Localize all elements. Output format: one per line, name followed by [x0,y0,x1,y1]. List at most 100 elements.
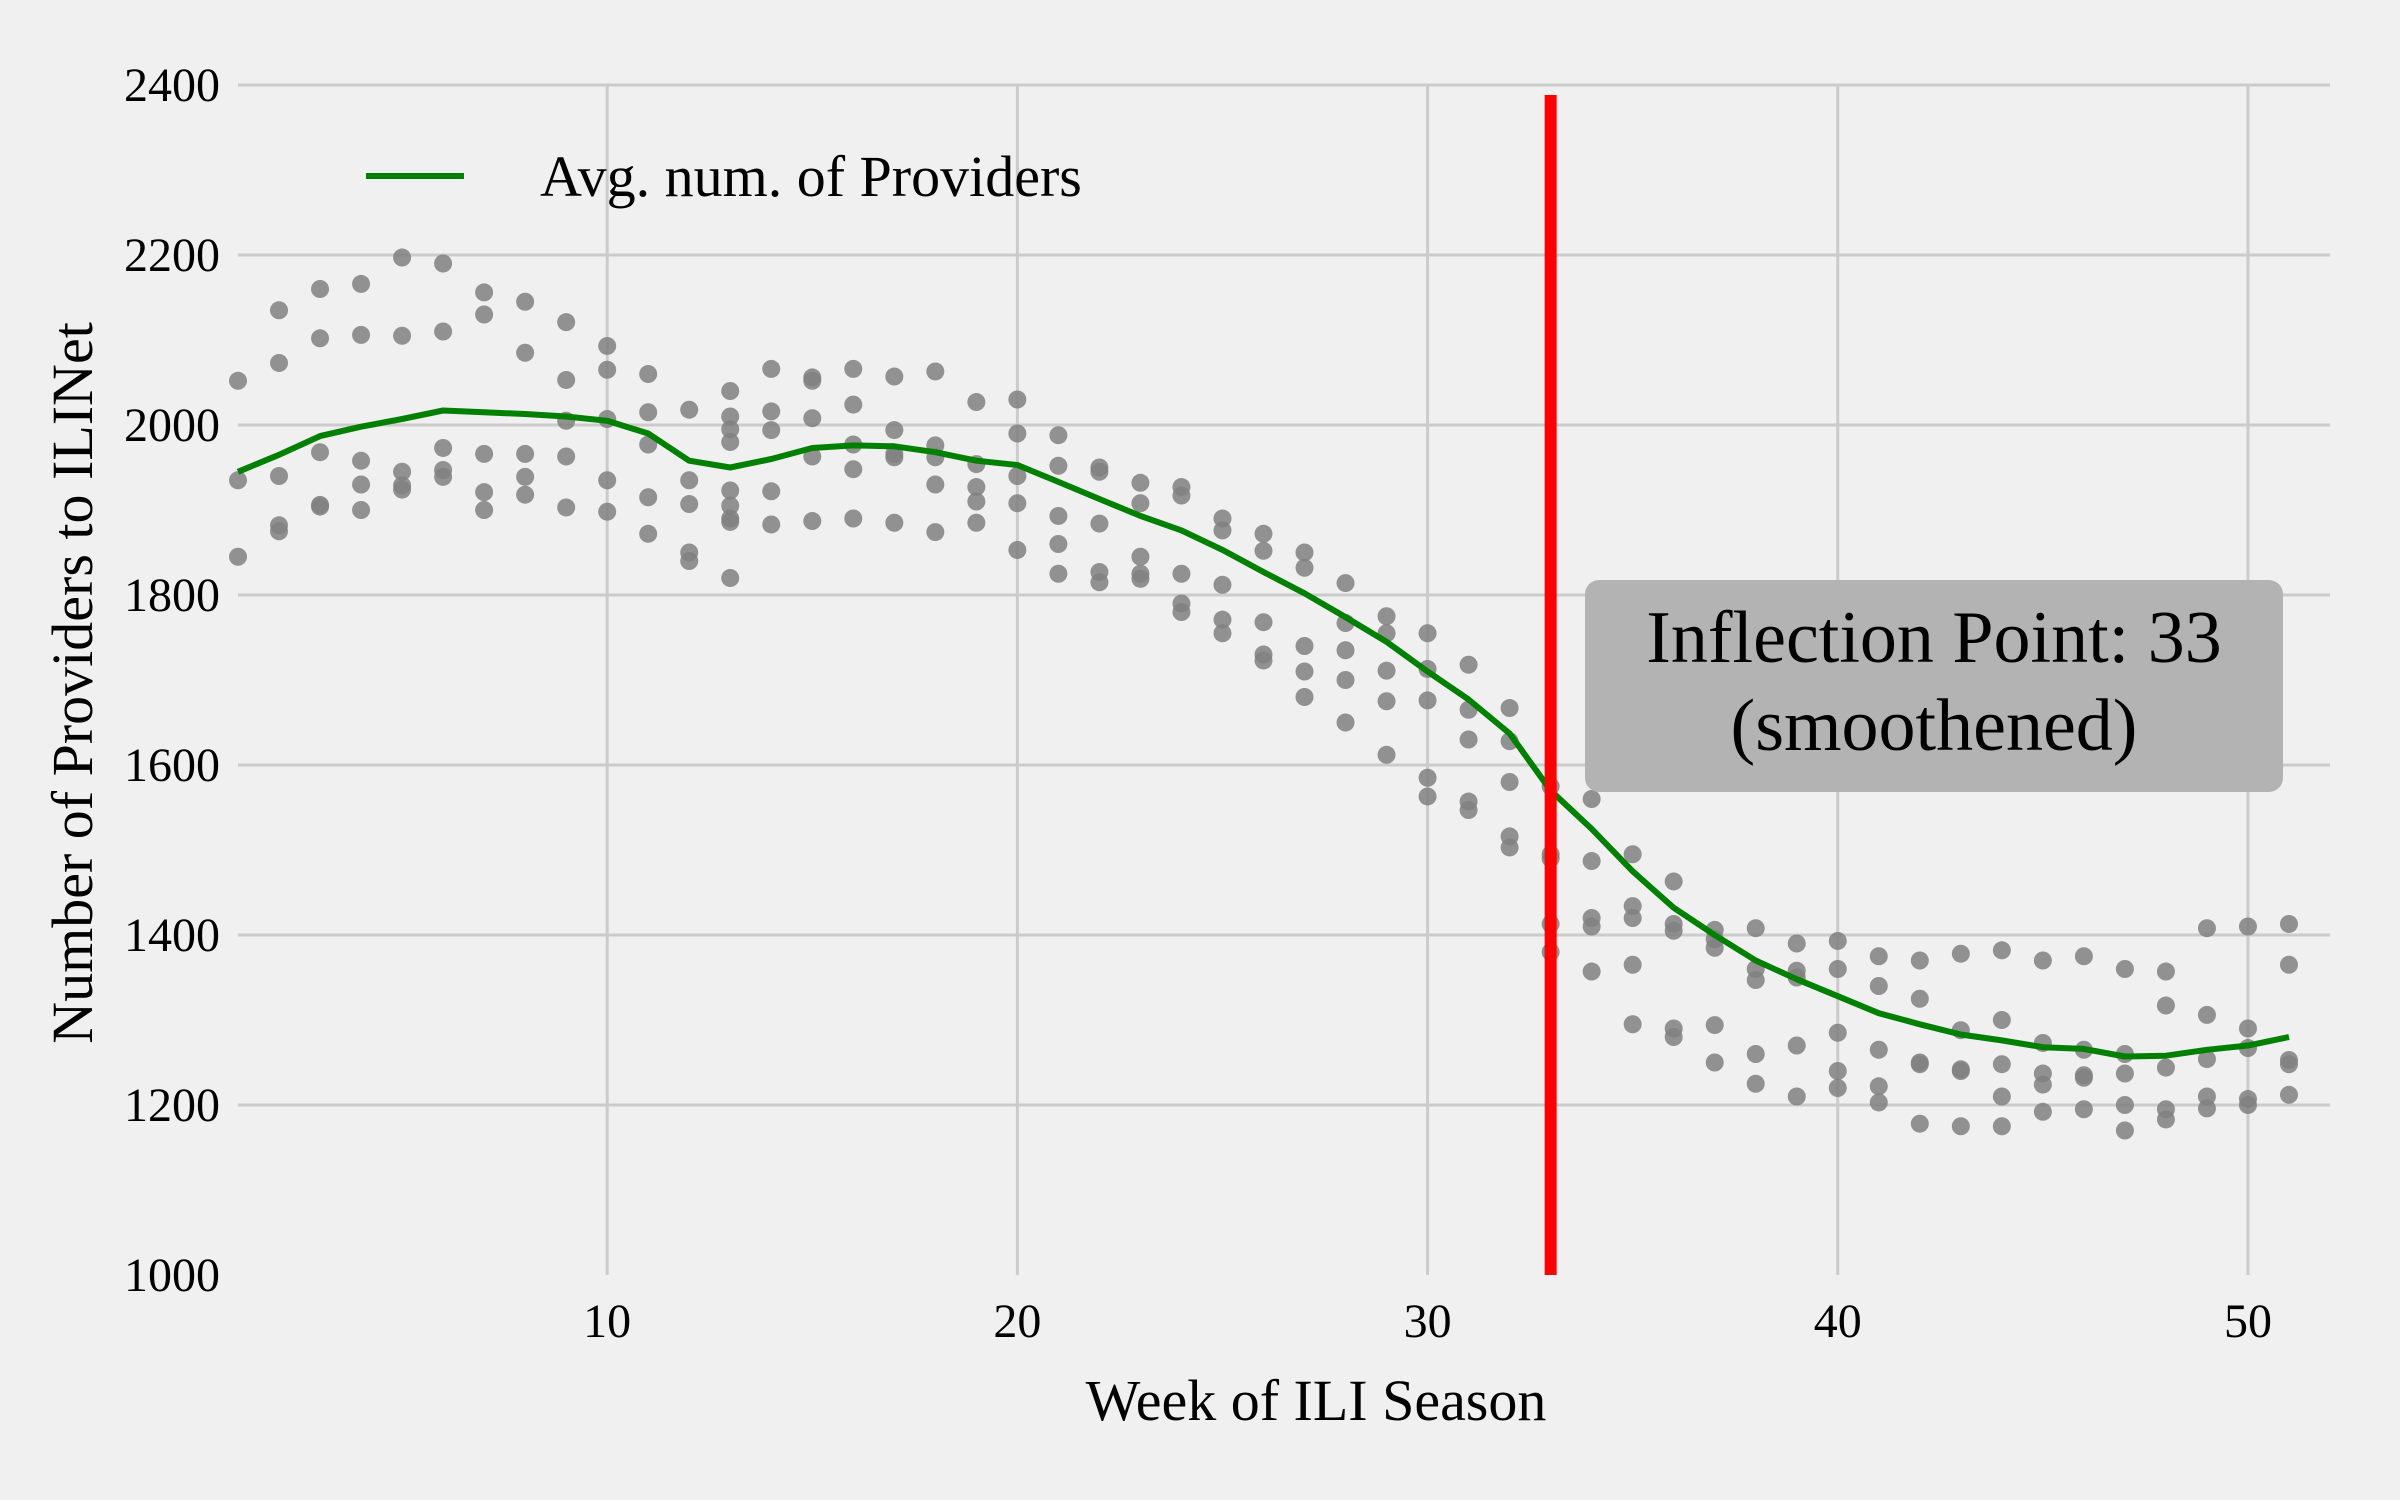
data-point [2115,1064,2134,1083]
data-point [1787,1036,1806,1055]
data-point [1623,955,1642,974]
data-point [2279,955,2298,974]
data-point [1213,575,1232,594]
data-point [1377,692,1396,711]
data-point [1049,535,1068,553]
data-point [2074,1068,2093,1087]
data-point [1910,989,1929,1008]
data-point [2033,1075,2052,1094]
data-point [2033,951,2052,970]
data-point [1418,787,1437,806]
data-point [557,498,576,517]
data-point [680,495,699,514]
data-point [1336,671,1355,689]
data-point [1869,947,1888,966]
data-point [1582,962,1601,981]
data-point [1336,574,1355,593]
data-point [475,483,494,502]
data-point [1828,1023,1847,1042]
data-point [2074,1100,2093,1119]
data-point [1500,699,1519,718]
data-point [1992,1011,2011,1029]
data-point [885,448,904,467]
data-point [1828,960,1847,978]
annotation-background [1585,580,2283,792]
x-tick-label: 40 [1814,1295,1862,1348]
data-point [393,248,412,267]
data-point [598,360,617,379]
data-point [721,512,740,531]
data-point [352,451,371,470]
data-point [1459,655,1478,674]
data-point [721,496,740,515]
data-point [1049,426,1068,445]
x-tick-label: 30 [1404,1295,1452,1348]
data-point [598,471,617,490]
data-point [926,362,945,381]
data-point [1377,661,1396,680]
data-point [1828,1079,1847,1097]
data-point [639,365,658,383]
data-point [1377,745,1396,764]
data-point [1172,486,1191,505]
data-point [598,336,617,355]
data-point [2115,960,2134,978]
data-point [1131,494,1150,513]
data-point [270,353,289,372]
y-axis-label: Number of Providers to ILINet [40,322,105,1044]
data-point [2197,919,2216,938]
x-tick-label: 20 [993,1295,1041,1348]
data-point [762,515,781,534]
data-point [1008,390,1027,409]
data-point [2238,1096,2257,1114]
data-point [1049,456,1068,475]
data-point [1582,852,1601,871]
data-point [1746,971,1765,990]
data-point [1254,613,1273,632]
data-point [1787,1087,1806,1106]
data-point [1500,838,1519,857]
y-tick-label: 1400 [124,909,220,962]
data-point [1869,1077,1888,1096]
data-point [844,395,863,414]
data-point [2156,1058,2175,1077]
data-point [803,409,822,428]
data-point [1582,790,1601,808]
data-point [639,488,658,507]
data-point [1992,941,2011,960]
data-point [270,301,289,320]
data-point [2197,1099,2216,1118]
data-point [475,283,494,302]
data-point [1459,730,1478,749]
data-point [1008,540,1027,559]
data-point [1869,977,1888,995]
data-point [926,475,945,494]
data-point [1295,688,1314,706]
data-point [393,462,412,481]
data-point [1008,494,1027,513]
data-point [1295,543,1314,562]
data-point [1336,641,1355,660]
data-point [229,371,247,390]
data-point [352,501,371,519]
data-point [1049,564,1068,583]
data-point [1090,462,1109,481]
data-point [1664,872,1683,891]
data-point [844,509,863,528]
data-point [967,513,986,532]
data-point [1254,524,1273,543]
data-point [1172,603,1191,621]
data-point [967,478,986,497]
data-point [639,403,658,422]
data-point [1623,909,1642,927]
data-point [1992,1117,2011,1136]
average-line [236,407,2290,1060]
data-point [1664,921,1683,940]
data-point [311,497,330,516]
data-point [1131,569,1150,588]
data-point [803,512,822,531]
data-point [311,443,330,462]
annotation-line-2: (smoothened) [1731,685,2138,767]
data-point [352,475,371,494]
y-tick-label: 1600 [124,739,220,792]
